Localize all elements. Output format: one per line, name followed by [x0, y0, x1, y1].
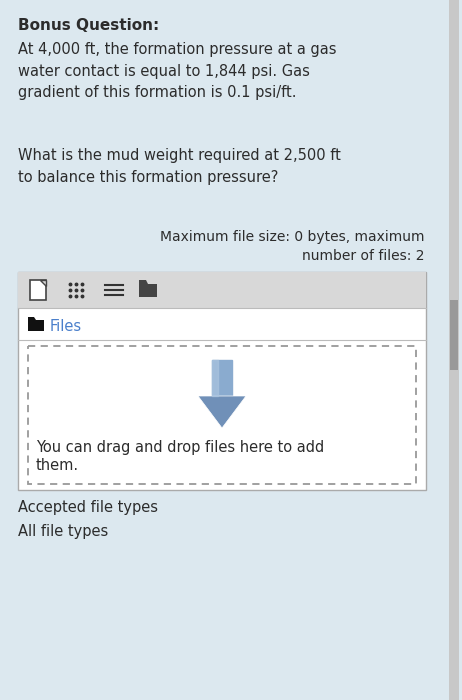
Polygon shape — [139, 280, 148, 284]
Polygon shape — [198, 396, 246, 428]
FancyBboxPatch shape — [139, 284, 157, 297]
FancyBboxPatch shape — [449, 0, 459, 700]
Text: What is the mud weight required at 2,500 ft
to balance this formation pressure?: What is the mud weight required at 2,500… — [18, 148, 341, 185]
FancyBboxPatch shape — [30, 280, 46, 300]
FancyBboxPatch shape — [18, 272, 426, 308]
Text: You can drag and drop files here to add: You can drag and drop files here to add — [36, 440, 324, 455]
Text: Bonus Question:: Bonus Question: — [18, 18, 159, 33]
Text: Files: Files — [50, 319, 82, 334]
Text: Maximum file size: 0 bytes, maximum
number of files: 2: Maximum file size: 0 bytes, maximum numb… — [160, 230, 425, 263]
Text: them.: them. — [36, 458, 79, 473]
FancyArrow shape — [212, 360, 232, 396]
FancyBboxPatch shape — [28, 320, 44, 331]
Polygon shape — [28, 317, 36, 320]
Text: At 4,000 ft, the formation pressure at a gas
water contact is equal to 1,844 psi: At 4,000 ft, the formation pressure at a… — [18, 42, 336, 100]
FancyBboxPatch shape — [450, 300, 458, 370]
Text: All file types: All file types — [18, 524, 108, 539]
FancyBboxPatch shape — [18, 272, 426, 490]
Polygon shape — [40, 280, 46, 286]
FancyBboxPatch shape — [28, 346, 416, 484]
Text: Accepted file types: Accepted file types — [18, 500, 158, 515]
